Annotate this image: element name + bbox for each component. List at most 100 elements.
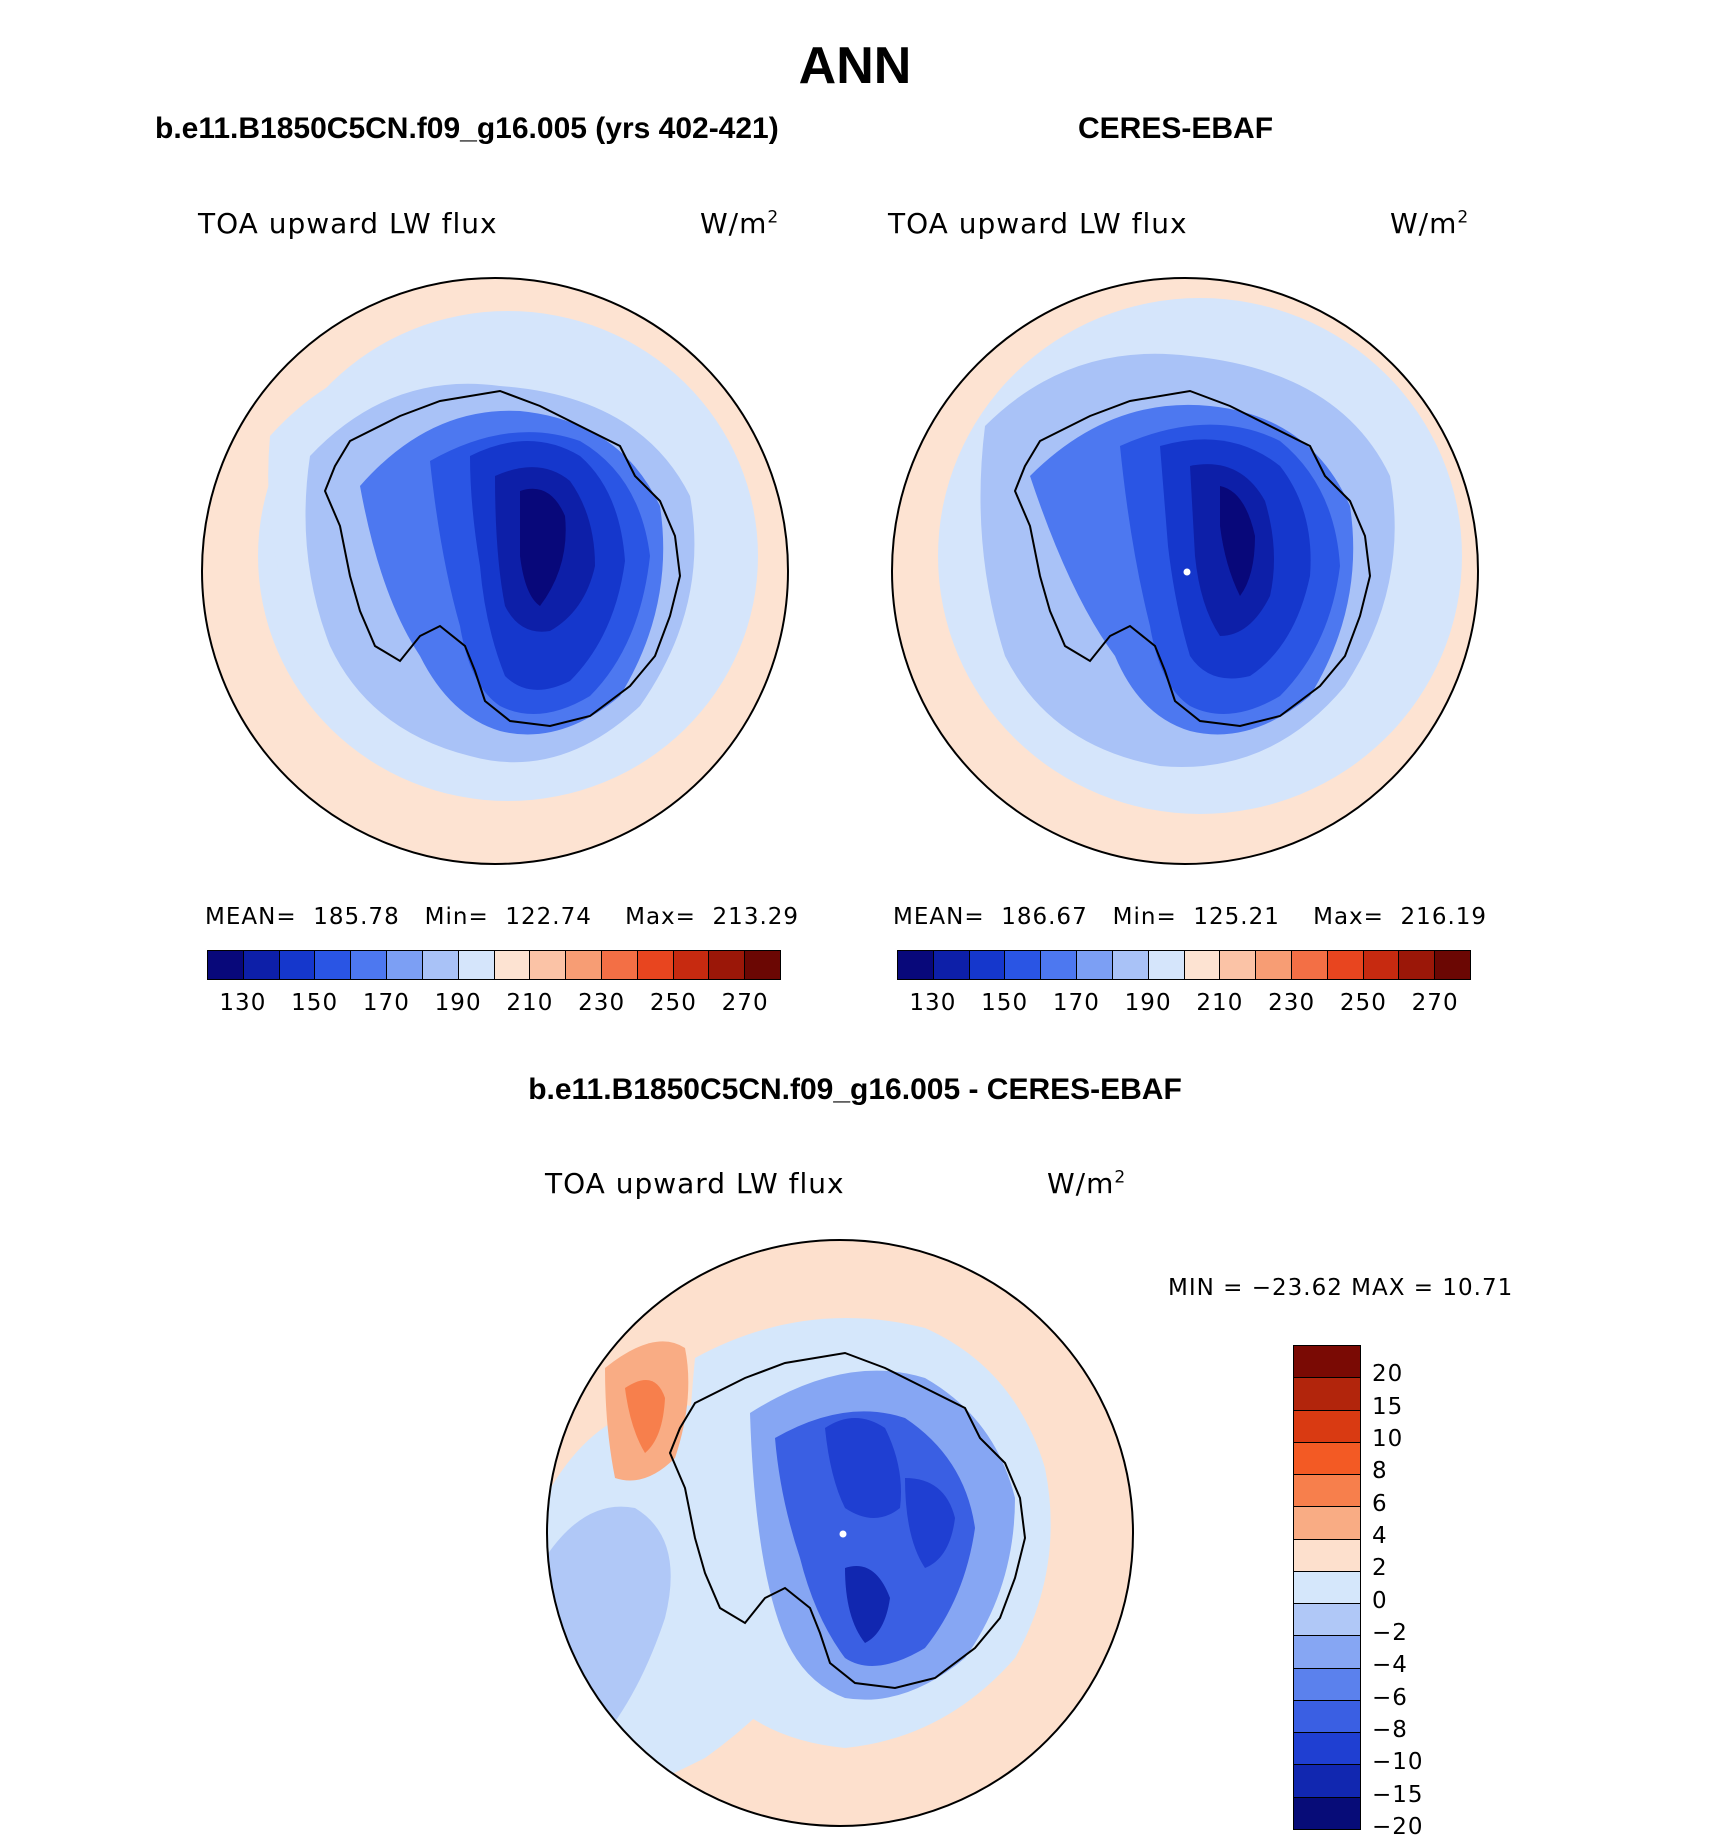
- model-colorbar-tick-label: 250: [649, 990, 697, 1016]
- diff-colorbar-tick-label: −6: [1372, 1684, 1408, 1711]
- model-stats: MEAN= 185.78 Min= 122.74 Max= 213.29: [205, 904, 800, 930]
- obs-colorbar-tick-label: 190: [1124, 990, 1172, 1016]
- model-colorbar-tick-label: 190: [434, 990, 482, 1016]
- model-colorbar-swatch: [315, 951, 352, 979]
- diff-colorbar-swatch: [1294, 1346, 1360, 1379]
- diff-colorbar-swatch: [1294, 1507, 1360, 1540]
- obs-colorbar-swatch: [969, 951, 1006, 979]
- model-colorbar-swatch: [673, 951, 710, 979]
- diff-colorbar-tick-label: 20: [1372, 1361, 1404, 1388]
- obs-colorbar-swatch: [1363, 951, 1400, 979]
- model-colorbar-swatch: [351, 951, 388, 979]
- model-colorbar-swatch: [601, 951, 638, 979]
- obs-colorbar-tick-label: 230: [1268, 990, 1316, 1016]
- model-units: W/m2: [700, 207, 780, 240]
- model-panel-title: b.e11.B1850C5CN.f09_g16.005 (yrs 402-421…: [155, 112, 779, 145]
- obs-colorbar-swatch: [933, 951, 970, 979]
- obs-panel-title: CERES-EBAF: [1078, 112, 1274, 145]
- diff-colorbar-tick-label: −2: [1372, 1620, 1408, 1646]
- diff-colorbar-tick-label: −15: [1372, 1781, 1424, 1808]
- model-colorbar-swatch: [530, 951, 567, 979]
- model-colorbar-swatch: [458, 951, 495, 979]
- diff-colorbar-tick-label: −20: [1372, 1814, 1424, 1840]
- obs-colorbar: [897, 950, 1471, 980]
- diff-colorbar-tick-label: −4: [1372, 1652, 1408, 1679]
- obs-colorbar-tick-label: 270: [1411, 990, 1459, 1016]
- obs-colorbar-swatch: [1256, 951, 1292, 979]
- obs-variable-name: TOA upward LW flux: [888, 207, 1188, 240]
- diff-colorbar-swatch: [1294, 1442, 1360, 1476]
- obs-polar-map: [891, 277, 1479, 865]
- diff-colorbar-labels: 20 15 10 8 6 4 2 0 −2 −4 −6 −8 −10 −15 −20: [1372, 1345, 1492, 1840]
- model-colorbar-swatch: [637, 951, 674, 979]
- diff-units: W/m2: [1047, 1167, 1127, 1200]
- diff-colorbar-swatch: [1294, 1571, 1360, 1605]
- model-colorbar-swatch: [208, 951, 244, 979]
- diff-colorbar-tick-label: 15: [1372, 1393, 1404, 1420]
- obs-colorbar-tick-label: 170: [1052, 990, 1100, 1016]
- obs-colorbar-swatch: [1112, 951, 1149, 979]
- obs-colorbar-swatch: [1435, 951, 1470, 979]
- obs-colorbar-tick-label: 250: [1339, 990, 1387, 1016]
- diff-colorbar-swatch: [1294, 1378, 1360, 1411]
- diff-panel-title: b.e11.B1850C5CN.f09_g16.005 - CERES-EBAF: [528, 1073, 1182, 1106]
- diff-colorbar-swatch: [1294, 1636, 1360, 1669]
- obs-colorbar-swatch: [898, 951, 934, 979]
- obs-colorbar-labels: 130 150 170 190 210 230 250 270: [897, 990, 1471, 1020]
- model-colorbar-tick-label: 130: [219, 990, 267, 1016]
- diff-colorbar-tick-label: 0: [1372, 1587, 1388, 1614]
- model-colorbar-tick-label: 230: [578, 990, 626, 1016]
- obs-stats: MEAN= 186.67 Min= 125.21 Max= 216.19: [893, 904, 1488, 930]
- obs-colorbar-swatch: [1184, 951, 1221, 979]
- model-variable-name: TOA upward LW flux: [198, 207, 498, 240]
- model-colorbar-labels: 130 150 170 190 210 230 250 270: [207, 990, 781, 1020]
- diff-colorbar-swatch: [1294, 1733, 1360, 1766]
- obs-colorbar-tick-label: 130: [909, 990, 957, 1016]
- diff-polar-map: [546, 1239, 1134, 1827]
- obs-colorbar-swatch: [1220, 951, 1257, 979]
- model-colorbar-tick-label: 170: [362, 990, 410, 1016]
- obs-colorbar-swatch: [1148, 951, 1185, 979]
- diff-colorbar-swatch: [1294, 1797, 1360, 1829]
- diff-minmax: MIN = −23.62 MAX = 10.71: [1168, 1275, 1514, 1301]
- diff-colorbar-swatch: [1294, 1668, 1360, 1701]
- model-polar-map: [201, 277, 789, 865]
- model-colorbar-tick-label: 270: [721, 990, 769, 1016]
- diff-colorbar-swatch: [1294, 1700, 1360, 1734]
- model-colorbar-swatch: [243, 951, 280, 979]
- diff-colorbar-swatch: [1294, 1539, 1360, 1572]
- diff-colorbar-tick-label: 6: [1372, 1490, 1388, 1517]
- model-colorbar-swatch: [745, 951, 780, 979]
- diff-colorbar-tick-label: 4: [1372, 1523, 1388, 1549]
- obs-units: W/m2: [1390, 207, 1470, 240]
- diff-colorbar: [1293, 1345, 1361, 1830]
- model-colorbar-swatch: [387, 951, 423, 979]
- diff-colorbar-tick-label: −10: [1372, 1749, 1424, 1776]
- season-title: ANN: [798, 37, 912, 95]
- diff-colorbar-tick-label: 8: [1372, 1458, 1388, 1485]
- diff-variable-name: TOA upward LW flux: [545, 1167, 845, 1200]
- obs-colorbar-tick-label: 210: [1196, 990, 1244, 1016]
- diff-colorbar-swatch: [1294, 1410, 1360, 1443]
- obs-colorbar-swatch: [1327, 951, 1364, 979]
- obs-colorbar-swatch: [1399, 951, 1436, 979]
- obs-colorbar-tick-label: 150: [981, 990, 1029, 1016]
- model-colorbar-tick-label: 150: [291, 990, 339, 1016]
- diff-colorbar-swatch: [1294, 1604, 1360, 1637]
- model-colorbar-swatch: [566, 951, 602, 979]
- model-colorbar-swatch: [279, 951, 316, 979]
- diff-colorbar-tick-label: −8: [1372, 1717, 1408, 1743]
- obs-colorbar-swatch: [1077, 951, 1113, 979]
- diff-colorbar-tick-label: 2: [1372, 1555, 1388, 1582]
- obs-colorbar-swatch: [1041, 951, 1078, 979]
- model-colorbar-tick-label: 210: [506, 990, 554, 1016]
- diff-colorbar-tick-label: 10: [1372, 1426, 1404, 1452]
- obs-colorbar-swatch: [1005, 951, 1042, 979]
- diff-colorbar-swatch: [1294, 1475, 1360, 1508]
- model-colorbar-swatch: [494, 951, 531, 979]
- model-colorbar-swatch: [709, 951, 746, 979]
- model-colorbar-swatch: [422, 951, 459, 979]
- model-colorbar: [207, 950, 781, 980]
- diff-colorbar-swatch: [1294, 1765, 1360, 1798]
- obs-colorbar-swatch: [1291, 951, 1328, 979]
